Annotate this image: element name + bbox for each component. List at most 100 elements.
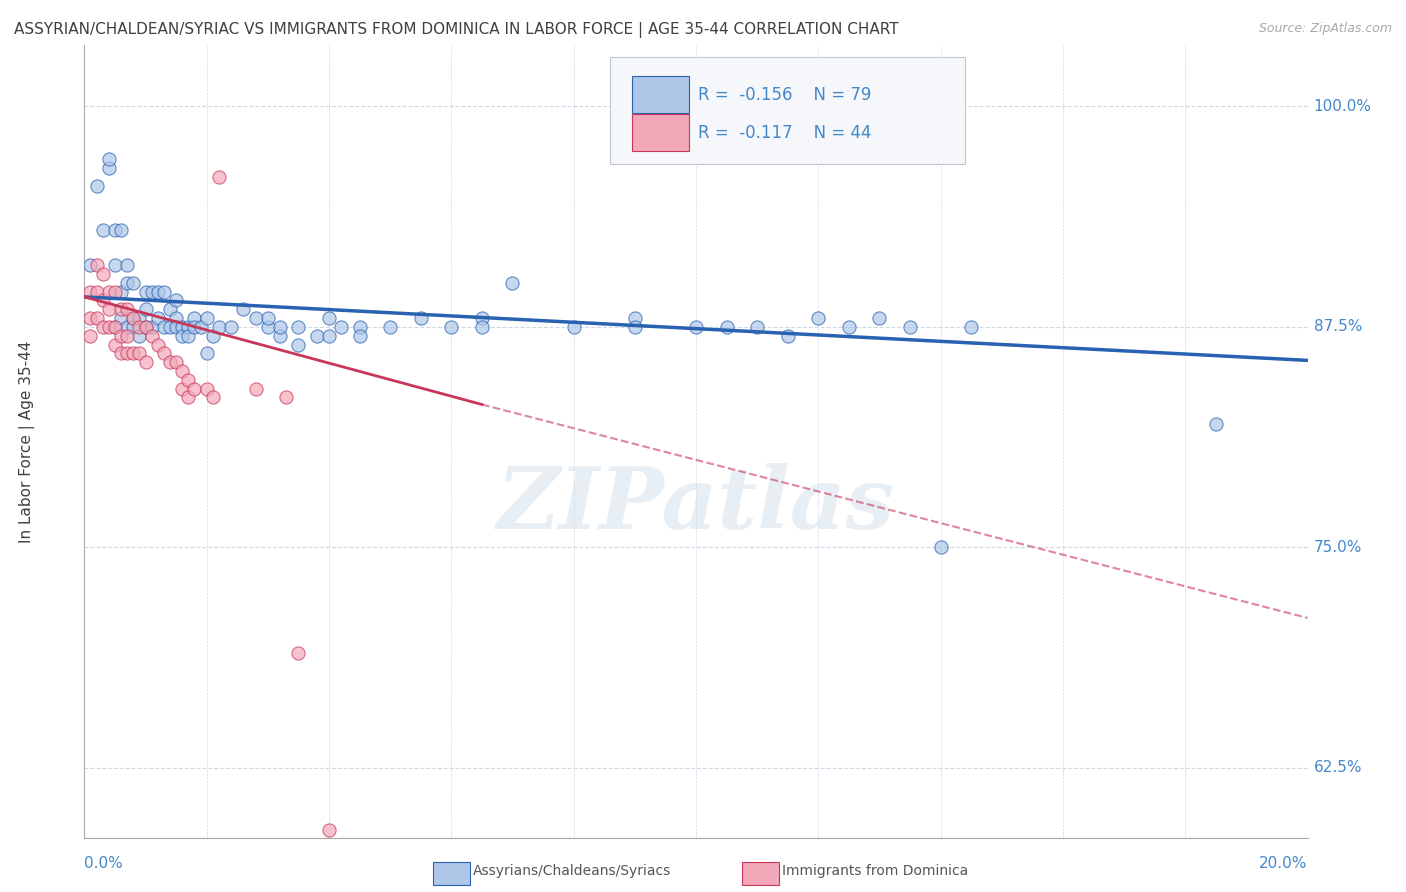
Point	[165, 311, 187, 326]
FancyBboxPatch shape	[610, 56, 965, 164]
Point	[380, 319, 402, 334]
Point	[79, 258, 101, 272]
Point	[838, 319, 860, 334]
Point	[232, 302, 254, 317]
Text: In Labor Force | Age 35-44: In Labor Force | Age 35-44	[20, 341, 35, 542]
Point	[115, 346, 138, 360]
Point	[159, 302, 181, 317]
Point	[97, 153, 120, 167]
Point	[97, 319, 120, 334]
Point	[245, 382, 267, 396]
Text: 75.0%: 75.0%	[1313, 540, 1362, 555]
Point	[159, 355, 181, 369]
Point	[257, 311, 280, 326]
Point	[201, 328, 224, 343]
Point	[195, 382, 218, 396]
Point	[122, 319, 145, 334]
Point	[146, 337, 169, 351]
Point	[624, 319, 647, 334]
Point	[471, 311, 494, 326]
Point	[128, 319, 150, 334]
Point	[135, 319, 157, 334]
Point	[330, 319, 353, 334]
Point	[128, 346, 150, 360]
Point	[624, 311, 647, 326]
Point	[716, 319, 738, 334]
Point	[141, 285, 163, 299]
Point	[183, 319, 205, 334]
Point	[929, 541, 952, 555]
Point	[115, 302, 138, 317]
Point	[1205, 417, 1227, 431]
Point	[135, 319, 157, 334]
Point	[128, 328, 150, 343]
Point	[86, 258, 108, 272]
Point	[165, 355, 187, 369]
Point	[135, 355, 157, 369]
Point	[177, 319, 200, 334]
Point	[159, 319, 181, 334]
Point	[97, 302, 120, 317]
Point	[409, 311, 432, 326]
Point	[141, 328, 163, 343]
FancyBboxPatch shape	[633, 77, 689, 113]
Point	[195, 311, 218, 326]
Point	[869, 311, 891, 326]
Point	[141, 319, 163, 334]
Point	[305, 328, 328, 343]
Point	[177, 328, 200, 343]
Point	[440, 319, 463, 334]
Point	[110, 311, 132, 326]
Point	[208, 319, 231, 334]
Point	[122, 311, 145, 326]
Point	[276, 391, 298, 405]
Point	[135, 285, 157, 299]
Point	[153, 285, 176, 299]
Text: 20.0%: 20.0%	[1260, 856, 1308, 871]
Text: Source: ZipAtlas.com: Source: ZipAtlas.com	[1258, 22, 1392, 36]
Point	[110, 223, 132, 237]
FancyBboxPatch shape	[633, 114, 689, 151]
Point	[104, 319, 127, 334]
Point	[115, 328, 138, 343]
Point	[172, 364, 194, 378]
Point	[898, 319, 921, 334]
Point	[86, 285, 108, 299]
Point	[115, 276, 138, 290]
Point	[110, 328, 132, 343]
Point	[104, 337, 127, 351]
Point	[318, 328, 340, 343]
Point	[104, 319, 127, 334]
Point	[97, 285, 120, 299]
Point	[562, 319, 585, 334]
Text: 87.5%: 87.5%	[1313, 319, 1362, 334]
Point	[287, 646, 309, 660]
Point	[960, 319, 983, 334]
Point	[115, 258, 138, 272]
Point	[807, 311, 830, 326]
Text: R =  -0.117    N = 44: R = -0.117 N = 44	[699, 124, 872, 142]
Text: 62.5%: 62.5%	[1313, 760, 1362, 775]
Point	[287, 337, 309, 351]
Point	[146, 285, 169, 299]
Point	[349, 319, 371, 334]
Point	[269, 328, 291, 343]
Point	[245, 311, 267, 326]
Point	[104, 285, 127, 299]
Point	[183, 382, 205, 396]
Point	[165, 319, 187, 334]
Point	[190, 319, 212, 334]
Point	[110, 346, 132, 360]
Point	[172, 319, 194, 334]
Point	[86, 178, 108, 193]
Point	[91, 267, 114, 281]
Point	[122, 311, 145, 326]
Point	[747, 319, 769, 334]
Point	[257, 319, 280, 334]
Point	[146, 311, 169, 326]
Text: ASSYRIAN/CHALDEAN/SYRIAC VS IMMIGRANTS FROM DOMINICA IN LABOR FORCE | AGE 35-44 : ASSYRIAN/CHALDEAN/SYRIAC VS IMMIGRANTS F…	[14, 22, 898, 38]
Point	[110, 302, 132, 317]
Point	[153, 319, 176, 334]
Point	[91, 223, 114, 237]
Point	[115, 319, 138, 334]
